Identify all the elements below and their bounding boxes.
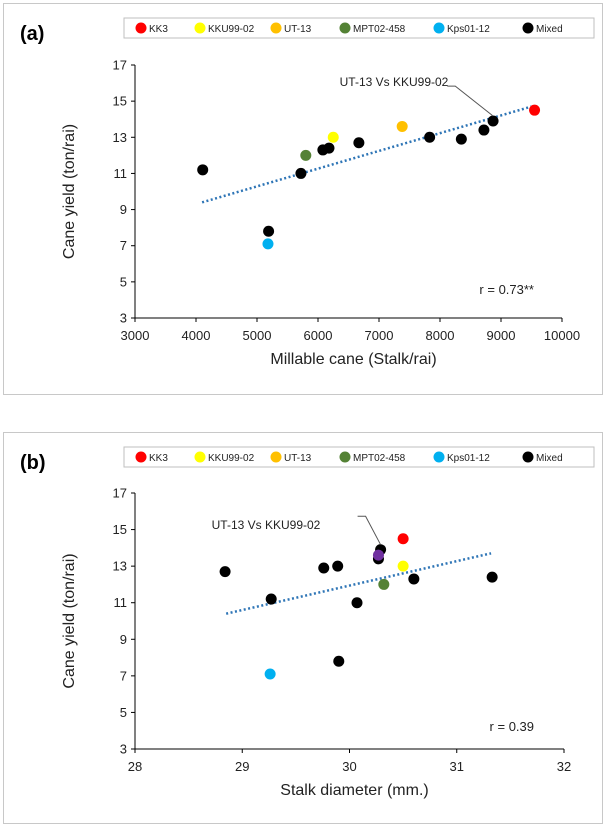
- y-tick-label: 11: [114, 166, 128, 181]
- data-point: [333, 655, 345, 667]
- data-point: [397, 560, 409, 572]
- x-tick-label: 9000: [487, 328, 516, 343]
- x-tick-label: 3000: [121, 328, 150, 343]
- trendline: [201, 105, 532, 204]
- data-point: [424, 131, 436, 143]
- legend-marker: [135, 451, 147, 463]
- x-tick-label: 7000: [365, 328, 394, 343]
- legend-marker: [194, 451, 206, 463]
- legend-marker: [433, 22, 445, 34]
- x-tick-label: 29: [235, 759, 249, 774]
- legend-marker: [135, 22, 147, 34]
- legend-label: UT-13: [284, 24, 312, 35]
- panel-label: (a): [20, 23, 44, 45]
- data-point: [219, 566, 231, 578]
- data-point: [197, 164, 209, 176]
- y-tick-label: 5: [120, 274, 127, 289]
- y-tick-label: 11: [114, 595, 128, 610]
- data-point: [378, 578, 390, 590]
- x-tick-label: 10000: [544, 328, 580, 343]
- data-point: [332, 560, 344, 572]
- data-point: [486, 571, 498, 583]
- x-axis-label: Stalk diameter (mm.): [280, 782, 428, 799]
- legend-box: [123, 446, 595, 468]
- data-point: [318, 562, 330, 574]
- legend-marker: [270, 451, 282, 463]
- y-tick-label: 17: [113, 486, 127, 501]
- x-tick-label: 6000: [304, 328, 333, 343]
- legend-marker: [433, 451, 445, 463]
- annotation-leader: [447, 85, 494, 117]
- legend-label: Kps01-12: [447, 453, 490, 464]
- chart-panel-a: (a) KK3 KKU99-02 UT-13 MPT02-458 Kps01-12 Mixe…: [3, 3, 603, 395]
- r-value-label: r = 0.39: [490, 719, 534, 734]
- y-tick-label: 17: [113, 58, 127, 73]
- legend-label: MPT02-458: [353, 453, 406, 464]
- x-tick-label: 31: [450, 759, 464, 774]
- data-point: [327, 131, 339, 143]
- y-tick-label: 3: [120, 311, 127, 326]
- legend-label: Kps01-12: [447, 24, 490, 35]
- legend-label: KKU99-02: [208, 453, 255, 464]
- legend-marker: [270, 22, 282, 34]
- x-tick-label: 4000: [182, 328, 211, 343]
- data-point: [408, 573, 420, 585]
- x-tick-label: 5000: [243, 328, 272, 343]
- legend-marker: [522, 451, 534, 463]
- legend-label: KK3: [149, 453, 168, 464]
- panel-label: (b): [20, 452, 46, 474]
- data-point: [323, 142, 335, 154]
- y-tick-label: 13: [113, 130, 127, 145]
- data-point: [455, 133, 467, 145]
- y-tick-label: 13: [113, 559, 127, 574]
- y-tick-label: 3: [120, 742, 127, 757]
- legend-label: KKU99-02: [208, 24, 255, 35]
- data-point: [263, 225, 275, 237]
- annotation-text: UT-13 Vs KKU99-02: [212, 518, 321, 532]
- legend-label: Mixed: [536, 24, 563, 35]
- data-point-overlap: [372, 549, 384, 561]
- data-point: [353, 137, 365, 149]
- data-point: [396, 120, 408, 132]
- legend-marker: [339, 451, 351, 463]
- data-point: [264, 668, 276, 680]
- data-point: [295, 167, 307, 179]
- data-point: [487, 115, 499, 127]
- annotation-text: UT-13 Vs KKU99-02: [340, 75, 449, 89]
- x-tick-label: 28: [128, 759, 142, 774]
- y-tick-label: 15: [113, 94, 127, 109]
- legend-label: MPT02-458: [353, 24, 406, 35]
- data-point: [300, 149, 312, 161]
- y-tick-label: 9: [120, 202, 127, 217]
- data-point: [478, 124, 490, 136]
- legend-marker: [339, 22, 351, 34]
- data-point: [529, 104, 541, 116]
- x-tick-label: 8000: [426, 328, 455, 343]
- data-point: [351, 597, 363, 609]
- x-tick-label: 32: [557, 759, 571, 774]
- legend-marker: [522, 22, 534, 34]
- legend-box: [123, 17, 595, 39]
- chart-panel-b: (b) KK3 KKU99-02 UT-13 MPT02-458 Kps01-12 Mixe…: [3, 432, 603, 824]
- legend-label: Mixed: [536, 453, 563, 464]
- y-tick-label: 7: [120, 238, 127, 253]
- legend-marker: [194, 22, 206, 34]
- y-tick-label: 5: [120, 705, 127, 720]
- legend-label: UT-13: [284, 453, 312, 464]
- data-point: [265, 593, 277, 605]
- y-tick-label: 7: [120, 668, 127, 683]
- scatter-chart-b: (b) KK3 KKU99-02 UT-13 MPT02-458 Kps01-12 Mixe…: [20, 446, 595, 799]
- r-value-label: r = 0.73**: [479, 282, 534, 297]
- y-tick-label: 15: [113, 522, 127, 537]
- x-tick-label: 30: [342, 759, 356, 774]
- annotation-leader: [357, 515, 382, 545]
- x-axis-label: Millable cane (Stalk/rai): [270, 351, 436, 368]
- data-point: [397, 533, 409, 545]
- y-tick-label: 9: [120, 632, 127, 647]
- data-point: [262, 238, 274, 250]
- legend-label: KK3: [149, 24, 168, 35]
- y-axis-label: Cane yield (ton/rai): [61, 124, 78, 259]
- y-axis-label: Cane yield (ton/rai): [61, 553, 78, 688]
- scatter-chart-a: (a) KK3 KKU99-02 UT-13 MPT02-458 Kps01-12 Mixe…: [20, 17, 595, 368]
